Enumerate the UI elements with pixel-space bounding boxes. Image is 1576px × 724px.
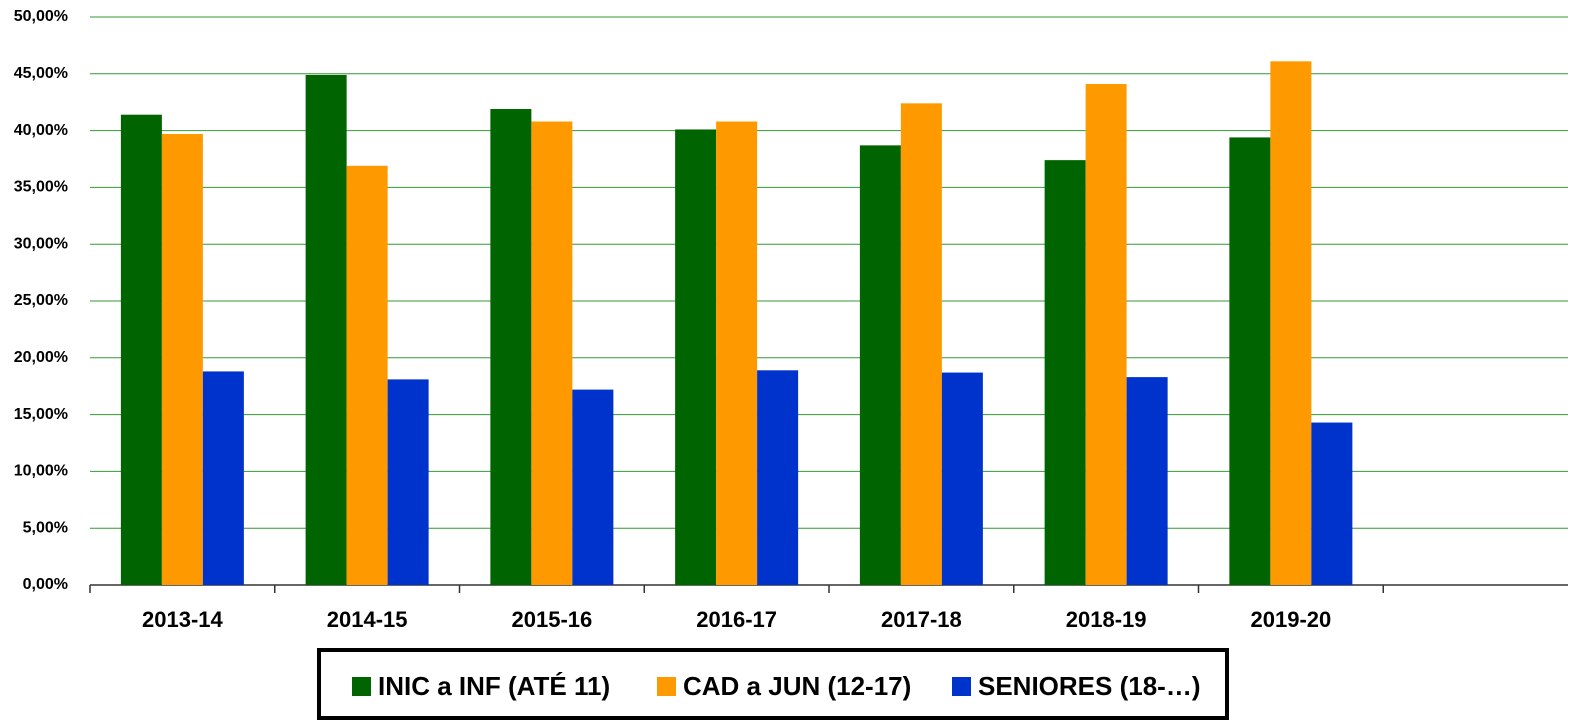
x-tick-label: 2019-20 [1251,607,1332,632]
bar [120,114,162,586]
bar [900,103,942,585]
legend-box [317,648,1229,720]
legend-swatch [352,677,371,696]
bar [572,389,614,585]
bar [1126,377,1168,585]
bar [346,165,388,586]
x-tick-label: 2014-15 [327,607,408,632]
x-tick-label: 2015-16 [512,607,593,632]
bar [1044,160,1086,586]
bar [387,379,429,585]
bar [202,371,244,585]
y-tick-label: 35,00% [14,179,68,196]
legend-label: SENIORES (18-…) [978,671,1201,701]
x-tick-label: 2018-19 [1066,607,1147,632]
y-tick-label: 5,00% [23,519,68,536]
x-tick-label: 2016-17 [696,607,777,632]
bar [675,129,717,586]
y-tick-label: 15,00% [14,406,68,423]
x-tick-label: 2013-14 [142,607,224,632]
legend-label: CAD a JUN (12-17) [683,671,911,701]
bar [1311,422,1353,585]
y-tick-label: 40,00% [14,122,68,139]
y-tick-label: 50,00% [14,8,68,25]
y-tick-label: 20,00% [14,349,68,366]
bar [941,372,983,585]
bar [161,134,203,585]
y-tick-label: 25,00% [14,292,68,309]
legend-swatch [952,677,971,696]
bar [716,121,758,586]
bar [490,109,532,586]
bar [1270,61,1312,585]
y-tick-label: 30,00% [14,235,68,252]
legend-label: INIC a INF (ATÉ 11) [378,671,610,701]
x-tick-label: 2017-18 [881,607,962,632]
bar [305,74,347,585]
bar [531,121,573,586]
y-tick-label: 45,00% [14,65,68,82]
bar [1085,84,1127,586]
bar [1229,137,1271,585]
bar [859,145,901,586]
bar [757,370,799,585]
y-tick-label: 0,00% [23,576,68,593]
legend-swatch [657,677,676,696]
y-tick-label: 10,00% [14,463,68,480]
